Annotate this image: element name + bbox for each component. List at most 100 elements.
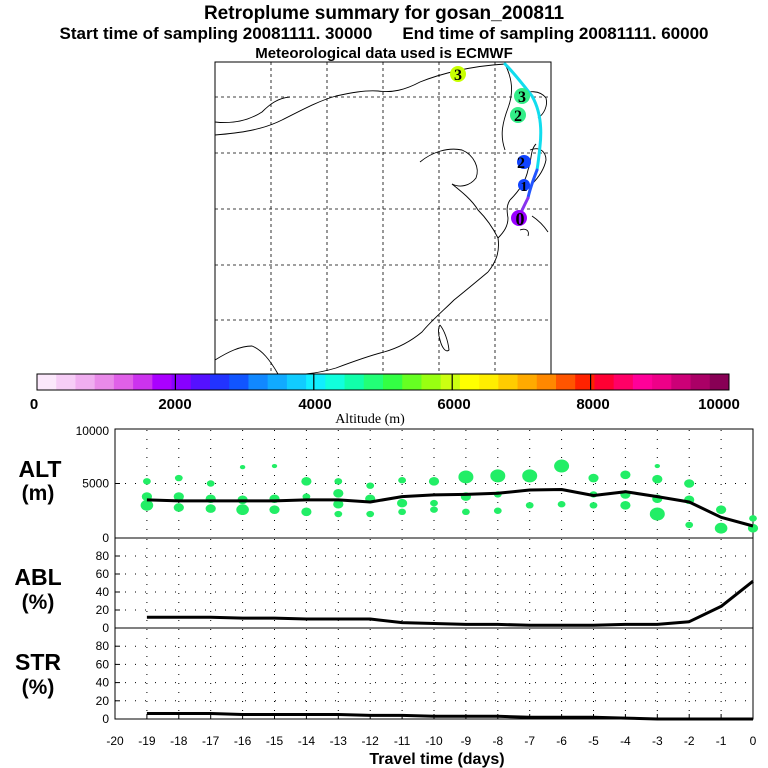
colorbar-cell bbox=[479, 374, 499, 390]
map-marker: 1 bbox=[518, 179, 530, 195]
altitude-cluster-point bbox=[490, 469, 506, 483]
map-marker-label: 0 bbox=[516, 209, 525, 229]
x-tick-label: -5 bbox=[588, 734, 599, 748]
altitude-cluster-point bbox=[269, 505, 280, 514]
altitude-cluster-point bbox=[430, 499, 438, 507]
colorbar-cell bbox=[709, 374, 730, 390]
altitude-cluster-point bbox=[493, 507, 502, 514]
colorbar-cell bbox=[517, 374, 538, 390]
colorbar-tick-label: 4000 bbox=[298, 396, 331, 413]
map-marker-label: 3 bbox=[518, 89, 526, 106]
altitude-cluster-point bbox=[716, 505, 727, 514]
map-marker-circle bbox=[450, 66, 466, 82]
y-tick-label: 60 bbox=[96, 567, 110, 581]
altitude-cluster-point bbox=[271, 463, 278, 469]
altitude-cluster-point bbox=[236, 504, 249, 516]
alt-panel-unit: (m) bbox=[22, 482, 55, 505]
colorbar-tick-label: 8000 bbox=[576, 396, 609, 413]
x-tick-label: -13 bbox=[330, 734, 348, 748]
x-tick-label: -2 bbox=[684, 734, 695, 748]
colorbar-cell bbox=[133, 374, 153, 390]
colorbar-cell bbox=[94, 374, 115, 390]
altitude-cluster-point bbox=[398, 477, 406, 484]
map-grid bbox=[215, 62, 551, 374]
colorbar-cell bbox=[210, 374, 230, 390]
altitude-cluster-point bbox=[554, 459, 570, 473]
altitude-cluster-point bbox=[333, 499, 344, 509]
altitude-cluster-point bbox=[173, 503, 184, 512]
y-tick-label: 0 bbox=[102, 621, 109, 635]
altitude-cluster-point bbox=[301, 477, 312, 486]
altitude-cluster-point bbox=[462, 508, 470, 516]
altitude-cluster-point bbox=[430, 506, 438, 513]
altitude-cluster-point bbox=[366, 482, 375, 489]
map-marker-label: 2 bbox=[517, 155, 525, 172]
altitude-cluster-point bbox=[205, 504, 216, 513]
colorbar-cell bbox=[575, 374, 595, 390]
x-tick-label: -16 bbox=[234, 734, 252, 748]
y-tick-label: 20 bbox=[96, 694, 110, 708]
altitude-cluster-point bbox=[652, 474, 663, 484]
x-tick-label: -8 bbox=[492, 734, 503, 748]
altitude-cluster-point bbox=[333, 489, 344, 498]
colorbar-axis-label: Altitude (m) bbox=[335, 412, 405, 427]
colorbar-cell bbox=[383, 374, 403, 390]
x-tick-label: -20 bbox=[106, 734, 124, 748]
y-tick-label: 10000 bbox=[76, 424, 110, 438]
map-marker-circle bbox=[510, 107, 526, 123]
abl-panel-label: ABL bbox=[14, 564, 61, 590]
map-marker: 0 bbox=[511, 209, 527, 229]
colorbar-cell bbox=[652, 374, 672, 390]
map-marker: 3 bbox=[514, 88, 530, 106]
altitude-cluster-point bbox=[589, 502, 598, 509]
coastlines bbox=[214, 63, 549, 375]
altitude-cluster-point bbox=[428, 477, 440, 486]
map-marker-label: 3 bbox=[454, 67, 462, 84]
colorbar-cell bbox=[594, 374, 615, 390]
x-tick-label: -11 bbox=[394, 734, 411, 748]
x-tick-label: -10 bbox=[425, 734, 443, 748]
map-marker-circle bbox=[518, 179, 530, 191]
y-tick-label: 0 bbox=[102, 531, 109, 545]
map-marker: 2 bbox=[510, 107, 526, 125]
x-tick-label: 0 bbox=[750, 734, 757, 748]
altitude-cluster-point bbox=[458, 470, 474, 484]
colorbar-cell bbox=[113, 374, 134, 390]
alt-series-line bbox=[146, 488, 754, 528]
altitude-cluster-point bbox=[714, 522, 728, 534]
altitude-cluster-point bbox=[588, 473, 599, 483]
y-tick-label: 60 bbox=[96, 657, 110, 671]
altitude-cluster-point bbox=[174, 474, 183, 482]
x-axis-label: Travel time (days) bbox=[369, 751, 504, 768]
colorbar-cell bbox=[75, 374, 96, 390]
colorbar-cell bbox=[690, 374, 711, 390]
colorbar-tick-label: 0 bbox=[30, 396, 38, 413]
colorbar-cell bbox=[325, 374, 346, 390]
altitude-cluster-point bbox=[654, 463, 660, 469]
colorbar-cell bbox=[190, 374, 211, 390]
map-markers: 3 3 2 2 1 0 bbox=[450, 66, 531, 229]
altitude-cluster-point bbox=[140, 499, 154, 511]
map-marker: 3 bbox=[450, 66, 466, 84]
x-tick-label: -15 bbox=[266, 734, 284, 748]
x-tick-label: -1 bbox=[716, 734, 727, 748]
altitude-cluster-point bbox=[206, 480, 215, 487]
x-tick-label: -17 bbox=[202, 734, 220, 748]
x-tick-label: -19 bbox=[138, 734, 156, 748]
altitude-colorbar: 0 2000 4000 6000 8000 10000 Altitude (m) bbox=[30, 373, 740, 427]
colorbar-tick-label: 6000 bbox=[437, 396, 470, 413]
abl-series-line bbox=[146, 580, 754, 627]
altitude-cluster-point bbox=[334, 510, 343, 518]
altitude-cluster-point bbox=[557, 501, 566, 508]
x-tick-label: -12 bbox=[362, 734, 380, 748]
map-marker-label: 1 bbox=[521, 180, 528, 195]
altitude-cluster-point bbox=[525, 502, 534, 509]
colorbar-frame bbox=[36, 373, 730, 391]
y-tick-label: 5000 bbox=[82, 477, 109, 491]
colorbar-cell bbox=[671, 374, 692, 390]
colorbar-cell bbox=[171, 374, 192, 390]
colorbar-cell bbox=[613, 374, 634, 390]
map-marker-label: 2 bbox=[514, 108, 522, 125]
x-tick-label: -9 bbox=[461, 734, 472, 748]
